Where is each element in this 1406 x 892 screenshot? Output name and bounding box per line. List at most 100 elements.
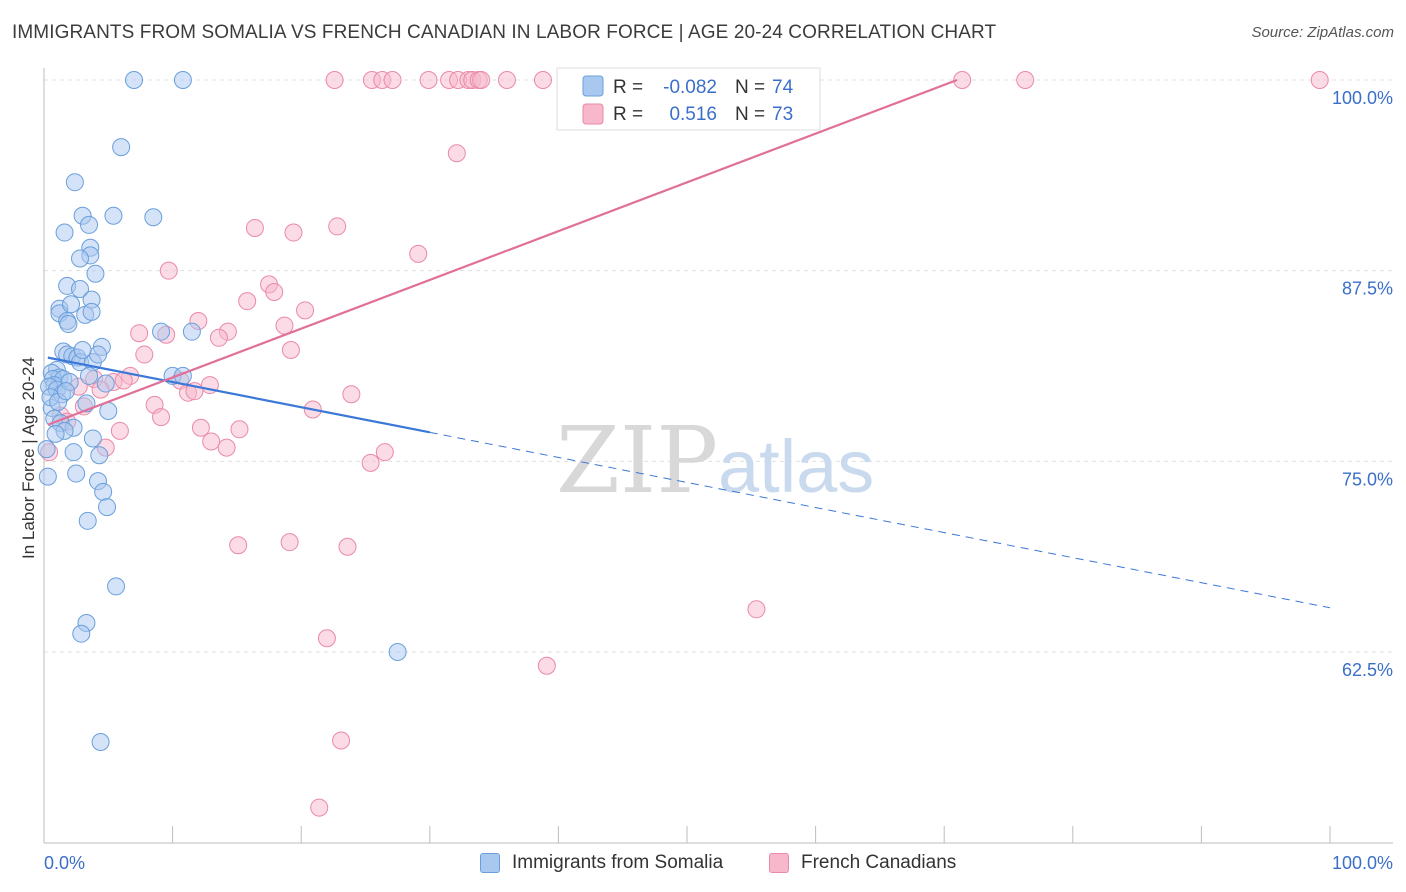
french-canadians-point (333, 732, 350, 749)
french-canadians-point (1017, 72, 1034, 89)
trend-lines (48, 80, 1330, 608)
somalia-point (108, 578, 125, 595)
legend-item-somalia: Immigrants from Somalia (480, 852, 723, 874)
french-canadians-point (276, 317, 293, 334)
somalia-point (65, 444, 82, 461)
french-canadians-point (311, 799, 328, 816)
legend-swatch-french (583, 104, 603, 124)
y-axis-label: In Labor Force | Age 20-24 (19, 357, 38, 559)
somalia-point (73, 625, 90, 642)
chart-svg: ZIP atlas 100.0% 87.5% 75.0% 62.5% In Labor… (0, 0, 1406, 892)
french-canadians-point (160, 262, 177, 279)
french-canadians-point (153, 409, 170, 426)
somalia-point (66, 174, 83, 191)
watermark: ZIP atlas (556, 407, 874, 514)
somalia-point (105, 207, 122, 224)
somalia-point (47, 425, 64, 442)
legend-r-label-2: R = (613, 104, 643, 125)
legend-n-value-2: 73 (772, 104, 793, 125)
somalia-point (87, 265, 104, 282)
french-canadians-point (1311, 72, 1328, 89)
french-canadians-point (203, 433, 220, 450)
legend-swatch-somalia-bottom (480, 853, 500, 873)
somalia-point (68, 465, 85, 482)
french-canadians-point (376, 444, 393, 461)
french-canadians-point (239, 293, 256, 310)
french-canadians-point (281, 534, 298, 551)
grid (44, 80, 1393, 652)
legend-r-label-1: R = (613, 77, 643, 98)
french-canadians-point (131, 325, 148, 342)
french-canadians-point (538, 657, 555, 674)
watermark-zip: ZIP (556, 407, 718, 514)
legend-swatch-somalia (583, 76, 603, 96)
somalia-point (97, 375, 114, 392)
french-canadians-point (748, 601, 765, 618)
french-canadians-point (318, 630, 335, 647)
french-canadians-point (231, 421, 248, 438)
somalia-point (99, 499, 116, 516)
somalia-trend-extension (430, 432, 1330, 607)
french-canadians-point (473, 72, 490, 89)
somalia-point (56, 224, 73, 241)
somalia-point (57, 383, 74, 400)
french-canadians-point (329, 218, 346, 235)
legend-label-french: French Canadians (801, 852, 956, 874)
legend-swatch-french-bottom (769, 853, 789, 873)
legend-n-label-2: N = (735, 104, 765, 125)
bottom-legend: Immigrants from Somalia French Canadians (0, 848, 1406, 880)
french-canadians-point (534, 72, 551, 89)
french-canadians-point (136, 346, 153, 363)
somalia-point (74, 341, 91, 358)
french-canadians-point (246, 219, 263, 236)
legend-r-value-2: 0.516 (669, 104, 717, 125)
legend-label-somalia: Immigrants from Somalia (512, 852, 723, 874)
somalia-point (72, 250, 89, 267)
somalia-point (63, 296, 80, 313)
somalia-point (90, 346, 107, 363)
somalia-point (91, 447, 108, 464)
somalia-point (174, 72, 191, 89)
french-canadians-point (410, 245, 427, 262)
french-canadians-point (218, 439, 235, 456)
y-tick-label: 75.0% (1342, 469, 1393, 489)
y-tick-labels: 100.0% 87.5% 75.0% 62.5% (1332, 88, 1393, 680)
french-canadians-point (498, 72, 515, 89)
french-canadians-point (384, 72, 401, 89)
legend-r-value-1: -0.082 (663, 77, 717, 98)
legend-n-label-1: N = (735, 77, 765, 98)
y-tick-label: 100.0% (1332, 88, 1393, 108)
somalia-point (84, 430, 101, 447)
somalia-point (126, 72, 143, 89)
french-canadians-point (230, 537, 247, 554)
french-canadians-point (285, 224, 302, 241)
y-tick-label: 62.5% (1342, 660, 1393, 680)
french-canadians-trend-line (48, 80, 957, 425)
somalia-point (145, 209, 162, 226)
french-canadians-point (266, 284, 283, 301)
somalia-point (92, 733, 109, 750)
french-canadians-point (111, 422, 128, 439)
french-canadians-point (282, 341, 299, 358)
french-canadians-point (210, 329, 227, 346)
french-canadians-point (420, 72, 437, 89)
french-canadians-point (339, 538, 356, 555)
somalia-point (38, 441, 55, 458)
y-tick-label: 87.5% (1342, 279, 1393, 299)
french-canadians-point (448, 145, 465, 162)
legend-n-value-1: 74 (772, 77, 794, 98)
somalia-point (95, 483, 112, 500)
somalia-point (39, 468, 56, 485)
french-canadians-point (297, 302, 314, 319)
french-canadians-point (362, 454, 379, 471)
somalia-point (81, 367, 98, 384)
somalia-points (38, 72, 406, 751)
somalia-point (183, 323, 200, 340)
legend-item-french: French Canadians (769, 852, 956, 874)
somalia-point (83, 303, 100, 320)
somalia-point (153, 323, 170, 340)
legend-box: R = -0.082 N = 74 R = 0.516 N = 73 (557, 68, 820, 130)
watermark-atlas: atlas (718, 425, 874, 508)
somalia-point (79, 512, 96, 529)
somalia-point (60, 316, 77, 333)
